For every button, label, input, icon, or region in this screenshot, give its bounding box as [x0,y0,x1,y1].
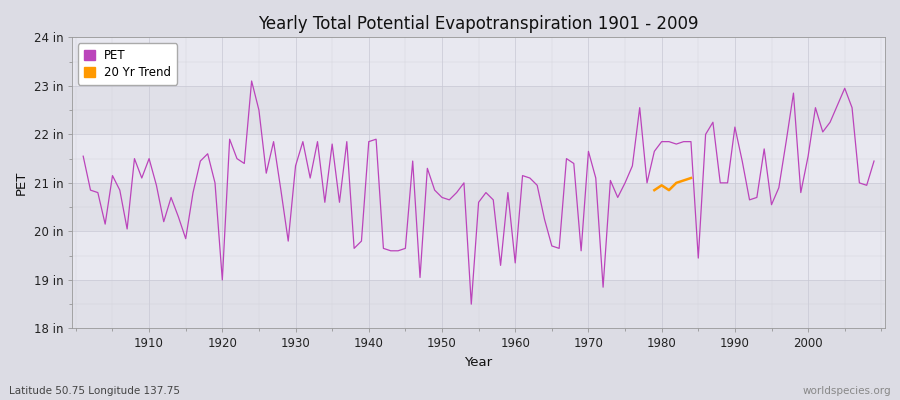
Title: Yearly Total Potential Evapotranspiration 1901 - 2009: Yearly Total Potential Evapotranspiratio… [258,15,699,33]
Bar [72,231,885,280]
Bar [72,37,885,86]
Bar [72,183,885,231]
X-axis label: Year: Year [464,356,492,369]
Y-axis label: PET: PET [15,171,28,195]
Bar [72,280,885,328]
Bar [72,134,885,183]
Text: Latitude 50.75 Longitude 137.75: Latitude 50.75 Longitude 137.75 [9,386,180,396]
Bar [72,86,885,134]
Legend: PET, 20 Yr Trend: PET, 20 Yr Trend [78,43,177,84]
Text: worldspecies.org: worldspecies.org [803,386,891,396]
